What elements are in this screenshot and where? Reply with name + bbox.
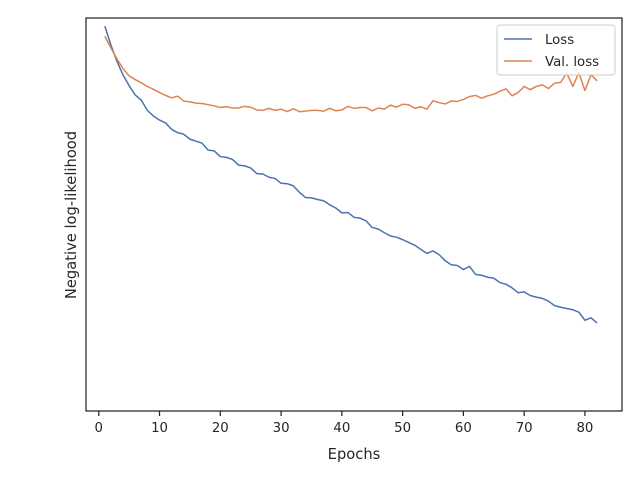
x-tick-label: 60 (455, 421, 472, 436)
plot-frame (85, 17, 623, 412)
y-axis-label: Negative log-likelihood (63, 131, 80, 299)
legend-label-val-loss: Val. loss (545, 55, 599, 70)
x-tick-label: 80 (576, 421, 593, 436)
x-tick-label: 50 (394, 421, 411, 436)
plot-area (86, 18, 622, 411)
x-axis: 0 10 20 30 40 50 60 70 80 (95, 411, 593, 436)
legend-box (496, 24, 616, 76)
series-line-loss (104, 25, 598, 324)
legend-label-loss: Loss (545, 33, 574, 48)
x-axis-label: Epochs (328, 446, 381, 463)
x-tick-label: 40 (333, 421, 350, 436)
legend: Loss Val. loss (496, 24, 616, 76)
x-tick-label: 10 (151, 421, 168, 436)
x-tick-label: 0 (95, 421, 103, 436)
x-tick-label: 70 (516, 421, 533, 436)
x-tick-label: 30 (273, 421, 290, 436)
series-line-val-loss (104, 35, 598, 113)
series-layer (104, 25, 598, 324)
x-tick-label: 20 (212, 421, 229, 436)
